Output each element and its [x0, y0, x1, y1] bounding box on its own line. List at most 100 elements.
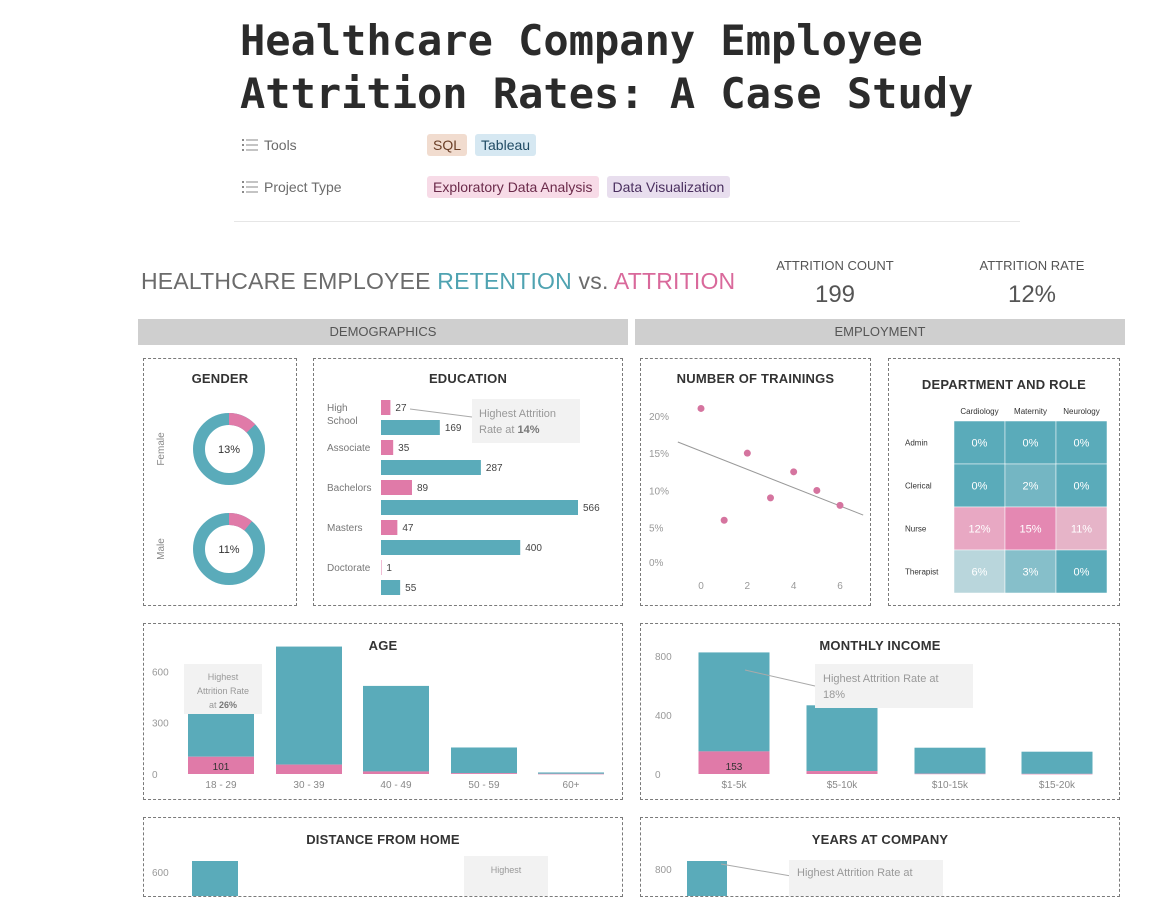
y-tick-label: 0 — [152, 770, 158, 781]
annotation-emphasis: 26% — [219, 700, 237, 710]
category-label-line: School — [327, 416, 358, 427]
attrition-bar — [451, 773, 517, 774]
heatmap-cell-label: 0% — [1074, 567, 1090, 579]
retention-bar — [687, 861, 727, 896]
annotation-text: Rate at 14% — [479, 424, 540, 436]
bar-value-label: 27 — [395, 403, 407, 414]
scatter-point — [813, 486, 821, 494]
project-type-tags: Exploratory Data Analysis Data Visualiza… — [427, 176, 731, 198]
scatter-point — [767, 494, 774, 502]
kpi-value: 12% — [1007, 281, 1057, 308]
panel-title: DISTANCE FROM HOME — [306, 832, 460, 847]
row-header: Clerical — [905, 482, 932, 491]
attrition-bar — [381, 400, 391, 415]
list-icon — [242, 139, 258, 151]
list-icon — [242, 181, 258, 193]
gender-category-label: Female — [156, 432, 167, 466]
dashboard-title-part1: HEALTHCARE EMPLOYEE — [141, 268, 438, 294]
trainings-panel: NUMBER OF TRAININGS 0% 5% 10% 15% 20% 0 2 4 6 — [640, 358, 871, 606]
x-tick-label: 18 - 29 — [205, 780, 237, 791]
x-tick-label: 4 — [791, 581, 797, 592]
scatter-point — [836, 501, 844, 509]
tag-sql[interactable]: SQL — [427, 134, 468, 156]
attrition-bar — [381, 560, 382, 575]
property-project-type[interactable]: Project Type — [242, 175, 342, 199]
gender-category-label: Male — [156, 538, 167, 560]
bar-value-label: 89 — [417, 483, 429, 494]
bar-value-label: 1 — [386, 563, 392, 574]
kpi-attrition-rate: ATTRITION RATE 12% — [962, 258, 1102, 309]
panel-title: DEPARTMENT AND ROLE — [921, 377, 1087, 392]
panel-title: YEARS AT COMPANY — [811, 832, 949, 847]
y-tick-label: 0% — [649, 558, 664, 569]
bar-data-label: 153 — [726, 762, 743, 773]
kpi-label: ATTRITION COUNT — [776, 258, 894, 273]
retention-bar — [276, 646, 342, 765]
kpi-attrition-count: ATTRITION COUNT 199 — [765, 258, 905, 309]
distance-chart: 600 Highest — [152, 856, 548, 896]
y-tick-label: 400 — [655, 711, 672, 722]
gender-chart: 13% Female 11% Male — [156, 413, 265, 585]
row-header: Therapist — [905, 568, 939, 577]
x-tick-label: 30 - 39 — [293, 780, 325, 791]
tag-exploratory-data-analysis[interactable]: Exploratory Data Analysis — [427, 176, 599, 198]
bar-value-label: 55 — [405, 583, 417, 594]
column-header: Cardiology — [960, 407, 998, 416]
heatmap-cell — [953, 549, 1006, 594]
bar-value-label: 35 — [398, 443, 410, 454]
heatmap-cell — [1055, 506, 1108, 551]
age-chart: 0 300 600 18 - 29 30 - 39 40 - 49 50 - 59 60+ 10… — [152, 646, 604, 791]
column-header: Maternity — [1014, 407, 1047, 416]
kpi-value: 199 — [814, 281, 856, 308]
panel-title: MONTHLY INCOME — [819, 638, 941, 653]
income-panel: MONTHLY INCOME 0 400 800 $1-5k $5-10k $10-15k… — [640, 623, 1120, 800]
heatmap-cell-label: 6% — [972, 567, 988, 579]
x-tick-label: $15-20k — [1039, 780, 1076, 791]
page-title: Healthcare Company Employee Attrition Ra… — [240, 16, 974, 118]
y-tick-label: 800 — [655, 865, 672, 876]
attrition-bar — [276, 764, 342, 774]
retention-bar — [806, 705, 878, 772]
annotation-box — [184, 664, 262, 714]
y-tick-label: 800 — [655, 652, 672, 663]
property-tools[interactable]: Tools — [242, 133, 297, 157]
heatmap-cell — [1004, 549, 1057, 594]
attrition-bar — [363, 771, 429, 774]
retention-bar — [381, 460, 481, 475]
bar-value-label: 47 — [402, 523, 414, 534]
section-demographics: DEMOGRAPHICS — [138, 319, 628, 345]
tag-data-visualization[interactable]: Data Visualization — [606, 176, 731, 198]
heatmap-cell-label: 0% — [1074, 481, 1090, 493]
x-tick-label: 0 — [698, 581, 704, 592]
trainings-chart: 0% 5% 10% 15% 20% 0 2 4 6 — [649, 404, 864, 592]
x-tick-label: 60+ — [563, 780, 580, 791]
retention-bar — [698, 652, 770, 752]
attrition-bar — [914, 773, 986, 775]
heatmap-cell-label: 15% — [1019, 524, 1041, 536]
y-tick-label: 300 — [152, 719, 169, 730]
column-header: Neurology — [1063, 407, 1099, 416]
scatter-point — [697, 404, 705, 412]
attrition-bar — [698, 751, 770, 774]
annotation-text: Highest — [208, 672, 239, 682]
tag-tableau[interactable]: Tableau — [475, 134, 537, 156]
donut-label: 13% — [218, 444, 240, 456]
annotation-leader — [720, 863, 792, 877]
annotation-box — [464, 856, 548, 896]
category-label: Doctorate — [327, 563, 371, 574]
annotation-text: at 26% — [209, 700, 237, 710]
dashboard-title: HEALTHCARE EMPLOYEE RETENTION vs. ATTRIT… — [141, 268, 735, 295]
retention-bar — [192, 861, 238, 896]
annotation-text: 18% — [823, 689, 845, 701]
donut-slice — [193, 413, 265, 485]
income-chart: 0 400 800 $1-5k $5-10k $10-15k $15-20k 153 Highe… — [655, 652, 1093, 791]
category-label: Bachelors — [327, 483, 371, 494]
divider — [234, 221, 1020, 222]
age-panel: AGE 0 300 600 18 - 29 30 - 39 40 - 49 50 - 59 6… — [143, 623, 623, 800]
y-tick-label: 10% — [649, 486, 669, 497]
property-label-project-type: Project Type — [264, 179, 342, 195]
annotation-text: Highest Attrition Rate at — [797, 867, 913, 879]
dept-role-heatmap: Cardiology Maternity Neurology Admin 0% 0% 0% C… — [905, 407, 1108, 594]
y-tick-label: 600 — [152, 667, 169, 678]
heatmap-cell — [1004, 463, 1057, 508]
